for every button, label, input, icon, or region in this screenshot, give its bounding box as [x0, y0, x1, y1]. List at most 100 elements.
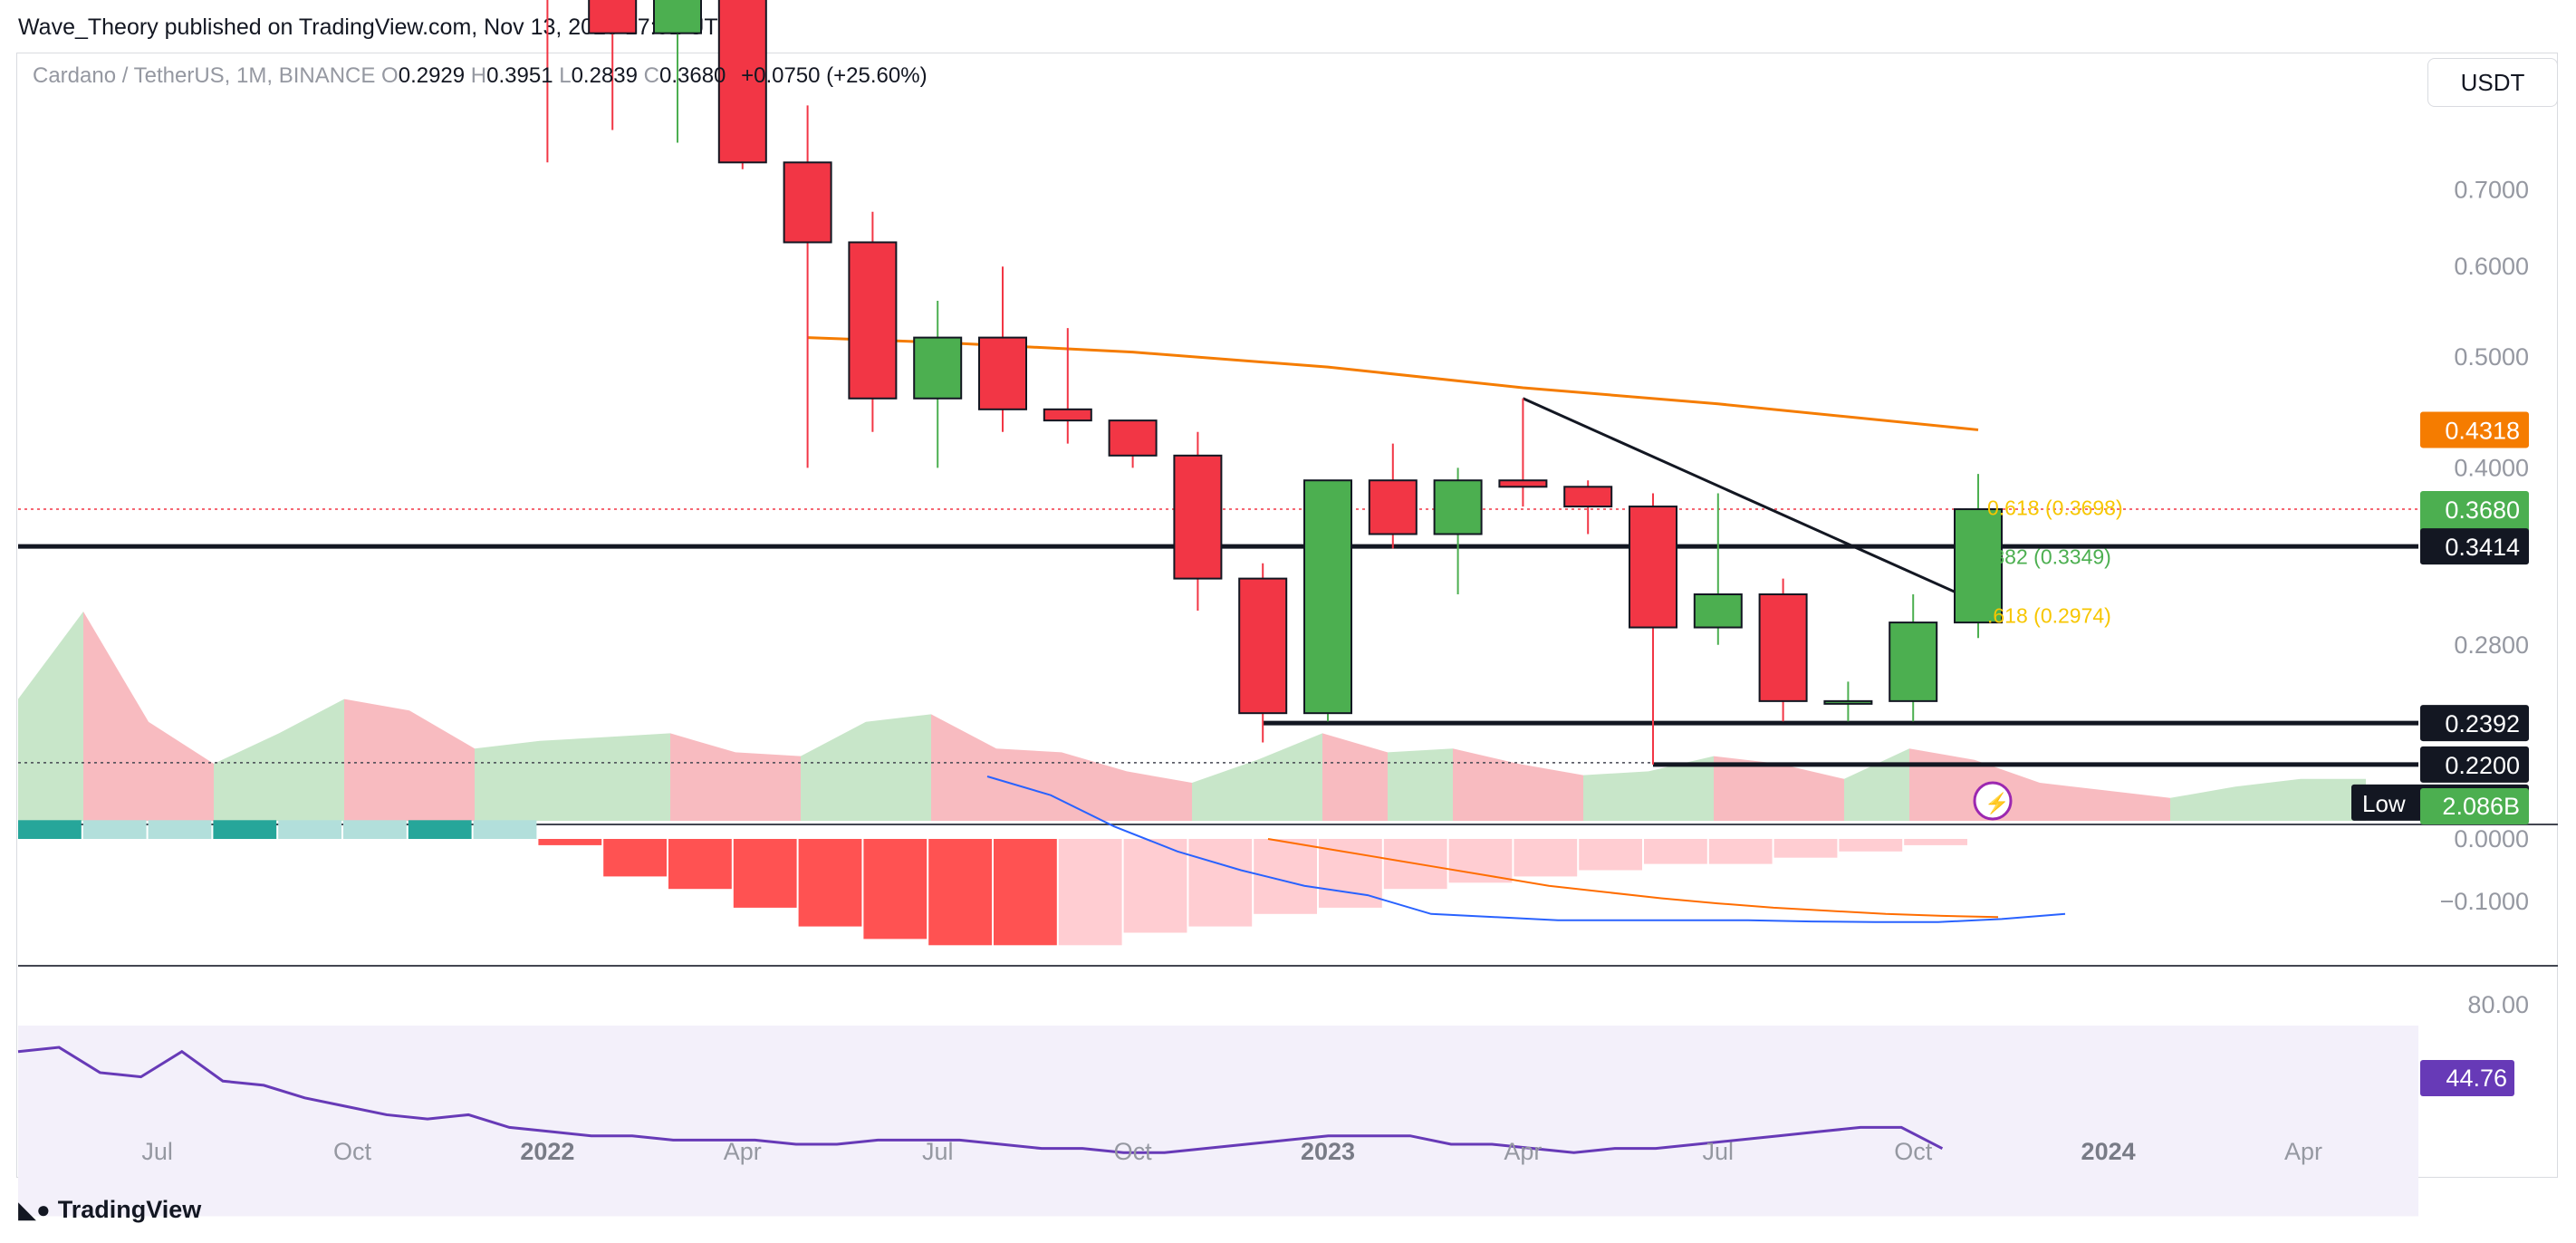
candle-body	[783, 161, 832, 244]
low-value: 0.2839	[571, 63, 638, 88]
macd-histogram-bar	[603, 839, 667, 877]
macd-histogram-bar	[1579, 839, 1642, 871]
high-label: H	[470, 63, 487, 88]
high-value: 0.3951	[486, 63, 553, 88]
volume-area-segment	[2040, 783, 2105, 821]
rsi-badge-label: 44.76	[2446, 1065, 2507, 1092]
price-badge-label: 0.3680	[2445, 496, 2520, 524]
volume-area-segment	[2301, 778, 2366, 821]
price-tick-label: 0.6000	[2454, 253, 2529, 280]
rsi-line	[17, 1045, 1944, 1154]
volume-area-segment	[1388, 748, 1453, 821]
lightning-icon	[1973, 781, 2013, 821]
volume-area-segment	[409, 710, 475, 821]
time-tick-label: Jul	[1703, 1138, 1735, 1165]
macd-histogram-bar	[1123, 839, 1187, 933]
macd-histogram-bar	[798, 839, 862, 927]
volume-area-segment	[279, 699, 344, 821]
macd-histogram-bar	[148, 820, 212, 839]
time-tick-label: 2022	[520, 1138, 574, 1165]
low-label: L	[559, 63, 572, 88]
volume-area-segment	[475, 740, 540, 821]
candle-body	[978, 336, 1027, 410]
macd-histogram-bar	[278, 820, 341, 839]
fib-label: 0.618 (0.3698)	[1987, 496, 2123, 519]
candle-body	[1043, 408, 1092, 422]
volume-area-segment	[801, 721, 866, 821]
volume-area-segment	[18, 612, 83, 821]
macd-histogram-bar	[1644, 839, 1707, 864]
macd-histogram-bar	[1448, 839, 1513, 883]
symbol-legend[interactable]: Cardano / TetherUS, 1M, BINANCE O0.2929 …	[33, 63, 928, 89]
macd-histogram-bar	[1904, 839, 1967, 845]
price-badge	[2420, 746, 2529, 783]
volume-area-segment	[735, 752, 801, 821]
price-tick-label: 0.5000	[2454, 343, 2529, 371]
volume-badge	[2420, 788, 2529, 824]
price-badge-label: 0.3414	[2445, 534, 2520, 561]
macd-histogram-bar	[1839, 839, 1903, 852]
time-tick-label: 2023	[1301, 1138, 1355, 1165]
volume-area-segment	[344, 699, 409, 821]
time-tick-label: Jul	[922, 1138, 954, 1165]
symbol-name: Cardano / TetherUS, 1M, BINANCE	[33, 63, 376, 88]
rsi-badge	[2420, 1060, 2514, 1096]
candle-body	[1823, 699, 1873, 705]
volume-area-segment	[214, 733, 279, 821]
macd-tick-label: −0.1000	[2440, 888, 2529, 915]
price-badge	[2420, 705, 2529, 742]
macd-histogram-bar	[82, 820, 147, 839]
time-tick-label: Apr	[2284, 1138, 2322, 1165]
macd-histogram-bar	[928, 839, 992, 946]
time-tick-label: Oct	[333, 1138, 372, 1165]
price-badge	[2420, 528, 2529, 565]
volume-area-segment	[1062, 752, 1127, 821]
currency-button[interactable]: USDT	[2427, 58, 2558, 107]
signal-line	[1267, 838, 1999, 919]
price-tick-label: 0.2800	[2454, 631, 2529, 659]
volume-area-segment	[1648, 756, 1714, 821]
time-tick-label: Oct	[1114, 1138, 1153, 1165]
candle-body	[1368, 479, 1418, 535]
candle-body	[913, 336, 963, 400]
candle-body	[1238, 577, 1288, 715]
volume-area-segment	[1909, 748, 1975, 821]
volume-area-segment	[670, 733, 735, 821]
price-badge-label: 0.2392	[2445, 710, 2520, 737]
macd-histogram-bar	[668, 839, 732, 890]
time-tick-label: Oct	[1894, 1138, 1933, 1165]
volume-area-segment	[149, 721, 214, 821]
candle-body	[1173, 454, 1223, 580]
volume-area-segment	[1322, 733, 1388, 821]
time-tick-label: 2024	[2081, 1138, 2136, 1165]
macd-histogram-bar	[733, 839, 797, 908]
fib-label: .382 (0.3349)	[1987, 545, 2111, 569]
volume-area-segment	[1844, 748, 1909, 821]
open-label: O	[381, 63, 399, 88]
tradingview-footer[interactable]: ◣● TradingView	[18, 1196, 201, 1224]
volume-area-segment	[605, 733, 670, 821]
tradingview-logo-icon: ◣●	[18, 1196, 51, 1223]
volume-area-segment	[2105, 790, 2170, 821]
candle-body	[588, 0, 638, 34]
fib-label: .618 (0.2974)	[1987, 604, 2111, 628]
macd-histogram-bar	[1058, 839, 1122, 946]
macd-histogram-bar	[994, 839, 1057, 946]
macd-histogram-bar	[343, 820, 407, 839]
close-value: 0.3680	[659, 63, 726, 88]
price-tick-label: 0.7000	[2454, 177, 2529, 204]
close-label: C	[643, 63, 659, 88]
low-badge-label: Low	[2362, 790, 2406, 817]
macd-histogram-bar	[1514, 839, 1578, 877]
volume-area-segment	[1257, 733, 1322, 821]
open-value: 0.2929	[398, 63, 466, 88]
volume-area-segment	[2170, 786, 2235, 821]
volume-area-segment	[996, 748, 1062, 821]
price-badge	[2420, 411, 2529, 448]
change-value: +0.0750 (+25.60%)	[741, 63, 928, 88]
price-badge-label: 0.4318	[2445, 417, 2520, 444]
rsi-tick-label: 80.00	[2467, 991, 2529, 1018]
candle-body	[1693, 593, 1743, 629]
trendline	[1522, 397, 1979, 604]
